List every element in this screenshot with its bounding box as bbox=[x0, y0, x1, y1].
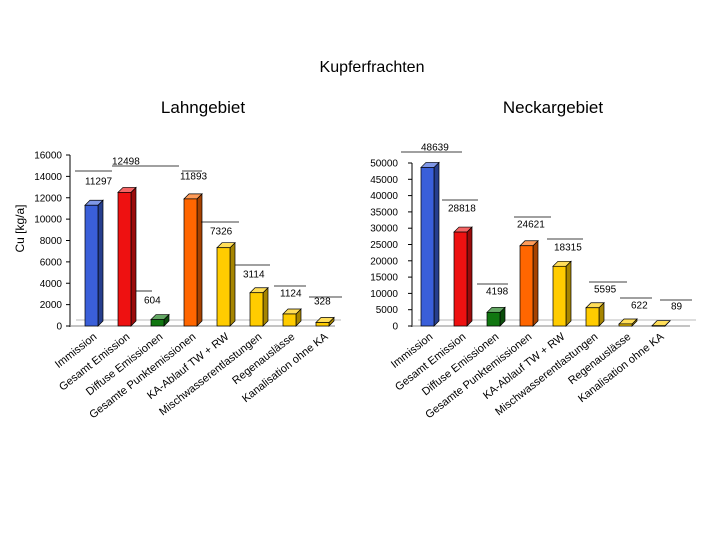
y-tick-label: 12000 bbox=[34, 193, 62, 204]
bar bbox=[486, 306, 506, 327]
data-label: 7326 bbox=[210, 227, 233, 238]
data-label: 28818 bbox=[448, 204, 476, 215]
y-tick-label: 15000 bbox=[370, 273, 398, 284]
data-label: 3114 bbox=[243, 270, 265, 281]
y-tick-label: 40000 bbox=[370, 191, 398, 202]
data-label: 11297 bbox=[85, 177, 113, 188]
bar bbox=[117, 186, 137, 327]
y-tick-label: 6000 bbox=[40, 257, 63, 268]
bar bbox=[150, 313, 170, 327]
y-tick-label: 45000 bbox=[370, 175, 398, 186]
y-axis-label: Cu [kg/a] bbox=[13, 204, 27, 252]
y-tick-label: 8000 bbox=[40, 236, 63, 247]
bar bbox=[453, 226, 473, 327]
y-tick-label: 4000 bbox=[40, 279, 63, 290]
y-tick-label: 14000 bbox=[34, 172, 62, 183]
data-label: 12498 bbox=[112, 157, 140, 168]
bar bbox=[84, 199, 104, 327]
bar bbox=[282, 308, 302, 327]
y-tick-label: 16000 bbox=[34, 151, 62, 162]
figure-title: Kupferfrachten bbox=[320, 59, 425, 76]
bar bbox=[519, 239, 539, 327]
bar bbox=[618, 318, 638, 327]
y-tick-label: 30000 bbox=[370, 224, 398, 235]
data-label: 11893 bbox=[180, 172, 208, 183]
y-tick-label: 35000 bbox=[370, 207, 398, 218]
data-label: 622 bbox=[631, 301, 648, 312]
lahngebiet-chart: Lahngebiet Cu [kg/a] 0 2000 4000 6000 8000 1000… bbox=[13, 98, 342, 421]
bar bbox=[420, 161, 440, 327]
data-label: 48639 bbox=[421, 143, 449, 154]
bar bbox=[651, 319, 671, 327]
y-tick-label: 25000 bbox=[370, 240, 398, 251]
bar bbox=[216, 241, 236, 327]
chart-subtitle: Lahngebiet bbox=[161, 98, 245, 117]
data-label: 24621 bbox=[517, 220, 545, 231]
y-tick-label: 0 bbox=[56, 322, 62, 333]
bar bbox=[552, 260, 572, 327]
y-tick-label: 10000 bbox=[34, 215, 62, 226]
y-tick-label: 20000 bbox=[370, 256, 398, 267]
bar bbox=[183, 193, 203, 327]
data-label: 328 bbox=[314, 297, 331, 308]
data-label: 1124 bbox=[280, 289, 302, 300]
y-tick-label: 2000 bbox=[40, 300, 63, 311]
bar bbox=[315, 316, 335, 327]
data-label: 89 bbox=[671, 302, 683, 313]
y-tick-label: 50000 bbox=[370, 159, 398, 170]
neckargebiet-chart: Neckargebiet 0 5000 10000 15000 20000 25000 300… bbox=[370, 98, 696, 421]
data-label: 5595 bbox=[594, 285, 617, 296]
y-tick-label: 0 bbox=[392, 322, 398, 333]
y-tick-label: 5000 bbox=[376, 305, 399, 316]
data-label: 18315 bbox=[554, 243, 582, 254]
y-tick-label: 10000 bbox=[370, 289, 398, 300]
bar bbox=[585, 301, 605, 327]
data-label: 4198 bbox=[486, 287, 509, 298]
chart-subtitle: Neckargebiet bbox=[503, 98, 603, 117]
data-label: 604 bbox=[144, 296, 161, 307]
bar bbox=[249, 286, 269, 327]
